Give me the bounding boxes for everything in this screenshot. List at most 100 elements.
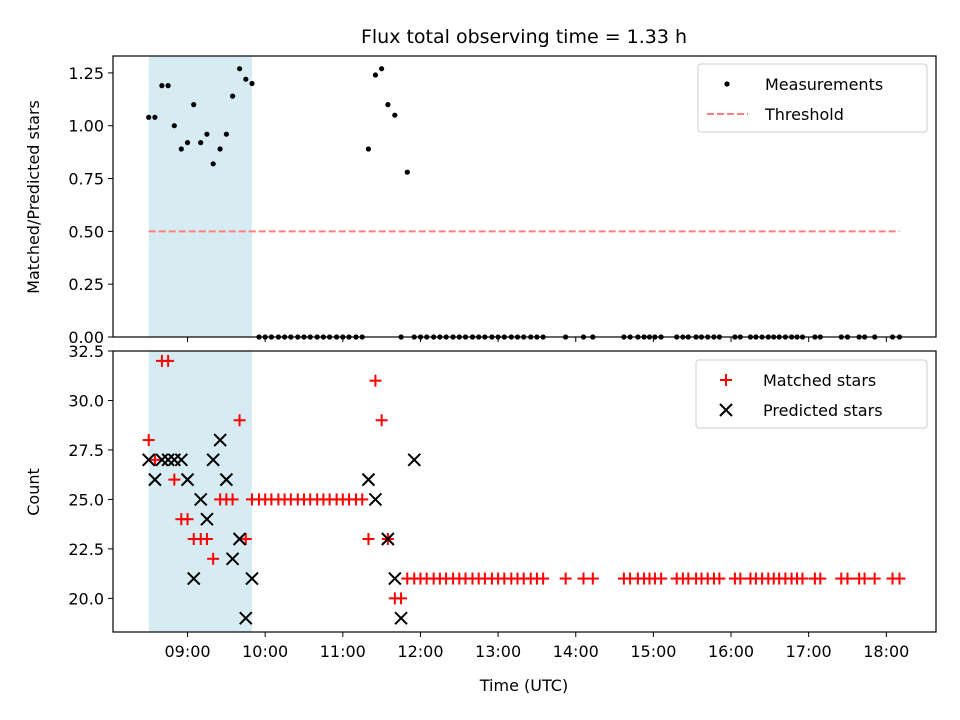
predicted-star-point: [407, 453, 421, 467]
bottom-y-tick-label: 20.0: [68, 589, 104, 608]
measurement-point: [385, 102, 391, 108]
top-legend-frame: [697, 63, 928, 133]
top-y-tick-label: 0.25: [68, 275, 104, 294]
x-tick-label: 13:00: [475, 642, 521, 661]
x-tick-label: 09:00: [164, 642, 210, 661]
bottom-y-label: Count: [24, 468, 43, 516]
matched-star-point: [893, 572, 906, 585]
measurement-point: [379, 66, 385, 72]
matched-star-point: [369, 374, 382, 387]
top-plot-frame: [112, 55, 937, 338]
matched-star-point: [362, 532, 375, 545]
predicted-star-point: [161, 453, 175, 467]
top-y-label: Matched/Predicted stars: [24, 100, 43, 294]
chart-title: Flux total observing time = 1.33 h: [361, 26, 687, 48]
measurement-point: [159, 83, 165, 89]
predicted-star-point: [368, 492, 383, 507]
measurement-point: [249, 80, 255, 87]
measurement-point: [191, 102, 197, 108]
legend-measurements-label: Measurements: [765, 75, 883, 94]
matched-star-point: [233, 414, 246, 427]
matched-star-point: [713, 572, 726, 585]
top-legend: Measurements Threshold: [697, 63, 928, 133]
predicted-star-point: [142, 453, 156, 467]
x-tick-label: 16:00: [708, 642, 754, 661]
matched-star-point: [814, 572, 827, 585]
predicted-star-point: [200, 512, 214, 526]
matched-star-point: [226, 493, 239, 506]
bottom-panel: 20.0 22.5 25.0 27.5 30.0 32.5 09:00 10:00 11:00…: [24, 342, 937, 695]
matched-star-point: [356, 493, 369, 506]
measurement-point: [198, 140, 204, 146]
bottom-legend: Matched stars Predicted stars: [695, 359, 928, 429]
matched-star-point: [796, 572, 809, 585]
predicted-star-point: [219, 472, 234, 487]
top-y-tick-label: 1.25: [68, 64, 104, 83]
measurement-point: [404, 169, 410, 175]
measurement-point: [171, 123, 177, 129]
measurement-point: [146, 114, 152, 120]
predicted-star-point: [239, 611, 253, 625]
measurement-point: [178, 146, 184, 152]
top-y-tick-label: 0.75: [68, 170, 104, 189]
x-tick-label: 11:00: [320, 642, 366, 661]
matched-star-point: [858, 572, 871, 585]
matched-star-point: [868, 572, 881, 585]
top-y-tick-label: 0.00: [68, 328, 104, 347]
legend-predicted-label: Predicted stars: [763, 401, 883, 420]
matched-star-point: [181, 513, 194, 526]
matched-star-point: [395, 592, 408, 605]
matched-star-point: [559, 572, 572, 585]
bottom-y-tick-label: 27.5: [68, 441, 104, 460]
bottom-span: [148, 351, 252, 632]
measurement-point: [230, 93, 236, 99]
predicted-star-point: [225, 552, 240, 566]
x-tick-label: 18:00: [863, 642, 909, 661]
matched-star-point: [586, 572, 599, 585]
legend-threshold-label: Threshold: [764, 105, 844, 124]
measurement-point: [152, 114, 158, 120]
matched-star-point: [375, 414, 388, 427]
measurement-point: [223, 131, 229, 137]
matched-star-point: [239, 532, 252, 545]
measurement-point: [217, 146, 223, 152]
bottom-y-tick-label: 22.5: [68, 540, 104, 559]
x-tick-label: 15:00: [630, 642, 676, 661]
measurement-point: [243, 76, 249, 82]
measurement-point: [184, 140, 191, 146]
measurement-point: [392, 112, 398, 118]
top-span: [148, 56, 252, 337]
matched-star-point: [841, 572, 854, 585]
x-tick-label: 14:00: [553, 642, 599, 661]
predicted-star-point: [174, 453, 189, 467]
x-tick-label: 12:00: [397, 642, 443, 661]
predicted-star-point: [194, 492, 208, 507]
x-axis-label: Time (UTC): [479, 676, 568, 695]
matched-star-point: [537, 572, 550, 585]
top-y-tick-label: 1.00: [68, 117, 104, 136]
x-tick-label: 10:00: [242, 642, 288, 661]
x-tick-label: 17:00: [786, 642, 832, 661]
bottom-legend-frame: [695, 359, 928, 429]
measurement-point: [372, 72, 378, 78]
predicted-star-point: [180, 472, 195, 487]
measurement-point: [237, 66, 243, 72]
legend-matched-label: Matched stars: [763, 371, 876, 390]
predicted-star-point: [148, 472, 162, 487]
bottom-y-tick-label: 25.0: [68, 490, 104, 509]
matched-star-point: [734, 572, 747, 585]
matched-star-point: [142, 434, 155, 447]
matched-star-point: [207, 552, 220, 565]
predicted-star-point: [381, 532, 395, 546]
predicted-star-point: [155, 453, 169, 467]
predicted-star-point: [245, 571, 259, 586]
bottom-plot-frame: [112, 350, 937, 633]
predicted-star-point: [394, 611, 408, 625]
bottom-y-tick-label: 32.5: [68, 342, 104, 361]
predicted-star-point: [213, 433, 227, 447]
matched-star-point: [162, 354, 175, 367]
predicted-star-point: [206, 453, 220, 467]
legend-predicted-marker: [719, 403, 733, 417]
legend-measurements-marker: [724, 81, 730, 87]
